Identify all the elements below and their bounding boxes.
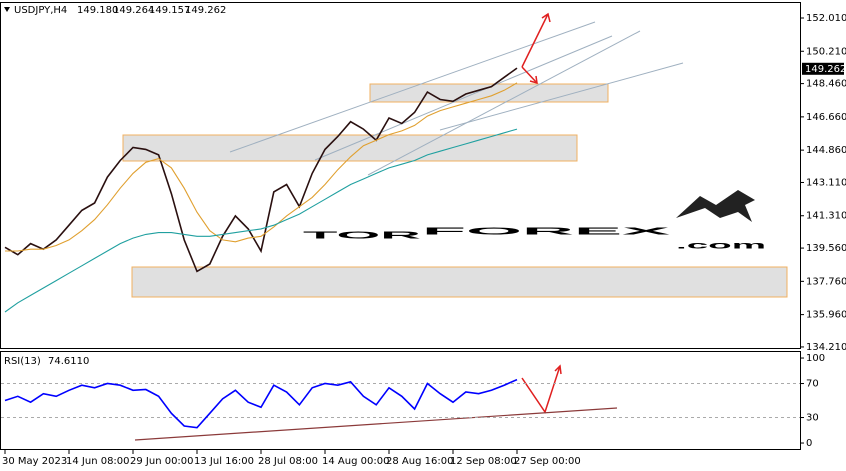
y-tick-label: 135.960: [806, 310, 846, 321]
watermark-tor: TOR: [303, 231, 425, 242]
zone: [131, 266, 788, 298]
rsi-value: 74.6110: [48, 356, 89, 367]
x-tick-label: 12 Sep 08:00: [450, 456, 517, 467]
y-tick-label: 152.010: [806, 13, 846, 24]
x-tick-label: 14 Aug 00:00: [322, 456, 389, 467]
header-icon: [4, 7, 10, 12]
ohlc-value: 149.262: [185, 5, 226, 16]
ohlc-value: 149.264: [113, 5, 154, 16]
ohlc-value: 149.180: [77, 5, 118, 16]
arrowhead: [529, 75, 538, 85]
y-tick-label: 146.660: [806, 112, 846, 123]
y-tick-label: 134.210: [806, 342, 846, 353]
x-tick-label: 28 Jul 08:00: [258, 456, 318, 467]
y-tick-label: 30: [806, 413, 819, 424]
x-tick-label: 27 Sep 00:00: [514, 456, 581, 467]
y-tick-label: 100: [806, 353, 825, 364]
y-tick-label: 148.460: [806, 79, 846, 90]
series-line: [4, 67, 518, 273]
y-tick-label: 143.110: [806, 177, 846, 188]
y-tick-label: 144.860: [806, 145, 846, 156]
zone: [122, 134, 578, 162]
rsi-trend-line: [134, 407, 618, 441]
y-tick-label: 150.210: [806, 46, 846, 57]
rsi-panel: [0, 351, 801, 450]
watermark: TOR FOREX .com: [303, 190, 766, 252]
zones: [122, 83, 788, 298]
trend-line: [314, 35, 613, 161]
arrow: [521, 13, 549, 68]
watermark-forex: FOREX: [422, 227, 672, 238]
x-tick-label: 28 Aug 16:00: [386, 456, 453, 467]
ohlc-value: 149.157: [149, 5, 190, 16]
series-line: [5, 82, 518, 252]
arrowhead: [554, 364, 562, 375]
y-tick-label: 70: [806, 379, 819, 390]
x-tick-label: 30 May 2023: [2, 456, 67, 467]
watermark-com: .com: [676, 241, 766, 252]
price-panel: [0, 2, 801, 349]
rsi-name: RSI(13): [4, 356, 41, 367]
y-tick-label: 139.560: [806, 243, 846, 254]
trend-line: [439, 62, 684, 131]
y-tick-label: 137.760: [806, 276, 846, 287]
series-line: [4, 378, 518, 429]
series-line: [4, 128, 518, 313]
arrow: [521, 66, 538, 84]
y-tick-label: 0: [806, 438, 812, 449]
bull-icon: [676, 190, 755, 222]
arrow: [521, 365, 561, 414]
y-tick-label: 141.310: [806, 211, 846, 222]
header: USDJPY,H4 149.180 149.264 149.157 149.26…: [1, 5, 800, 429]
x-tick-label: 13 Jul 16:00: [194, 456, 254, 467]
price-marker-label: 149.262: [805, 64, 846, 75]
arrows: [521, 12, 562, 414]
symbol: USDJPY,H4: [14, 5, 67, 16]
zone: [369, 83, 609, 103]
arrowhead: [541, 12, 551, 23]
x-tick-label: 14 Jun 08:00: [66, 456, 130, 467]
x-tick-label: 29 Jun 00:00: [130, 456, 194, 467]
price-marker: [802, 62, 844, 75]
trend-line: [367, 30, 641, 176]
